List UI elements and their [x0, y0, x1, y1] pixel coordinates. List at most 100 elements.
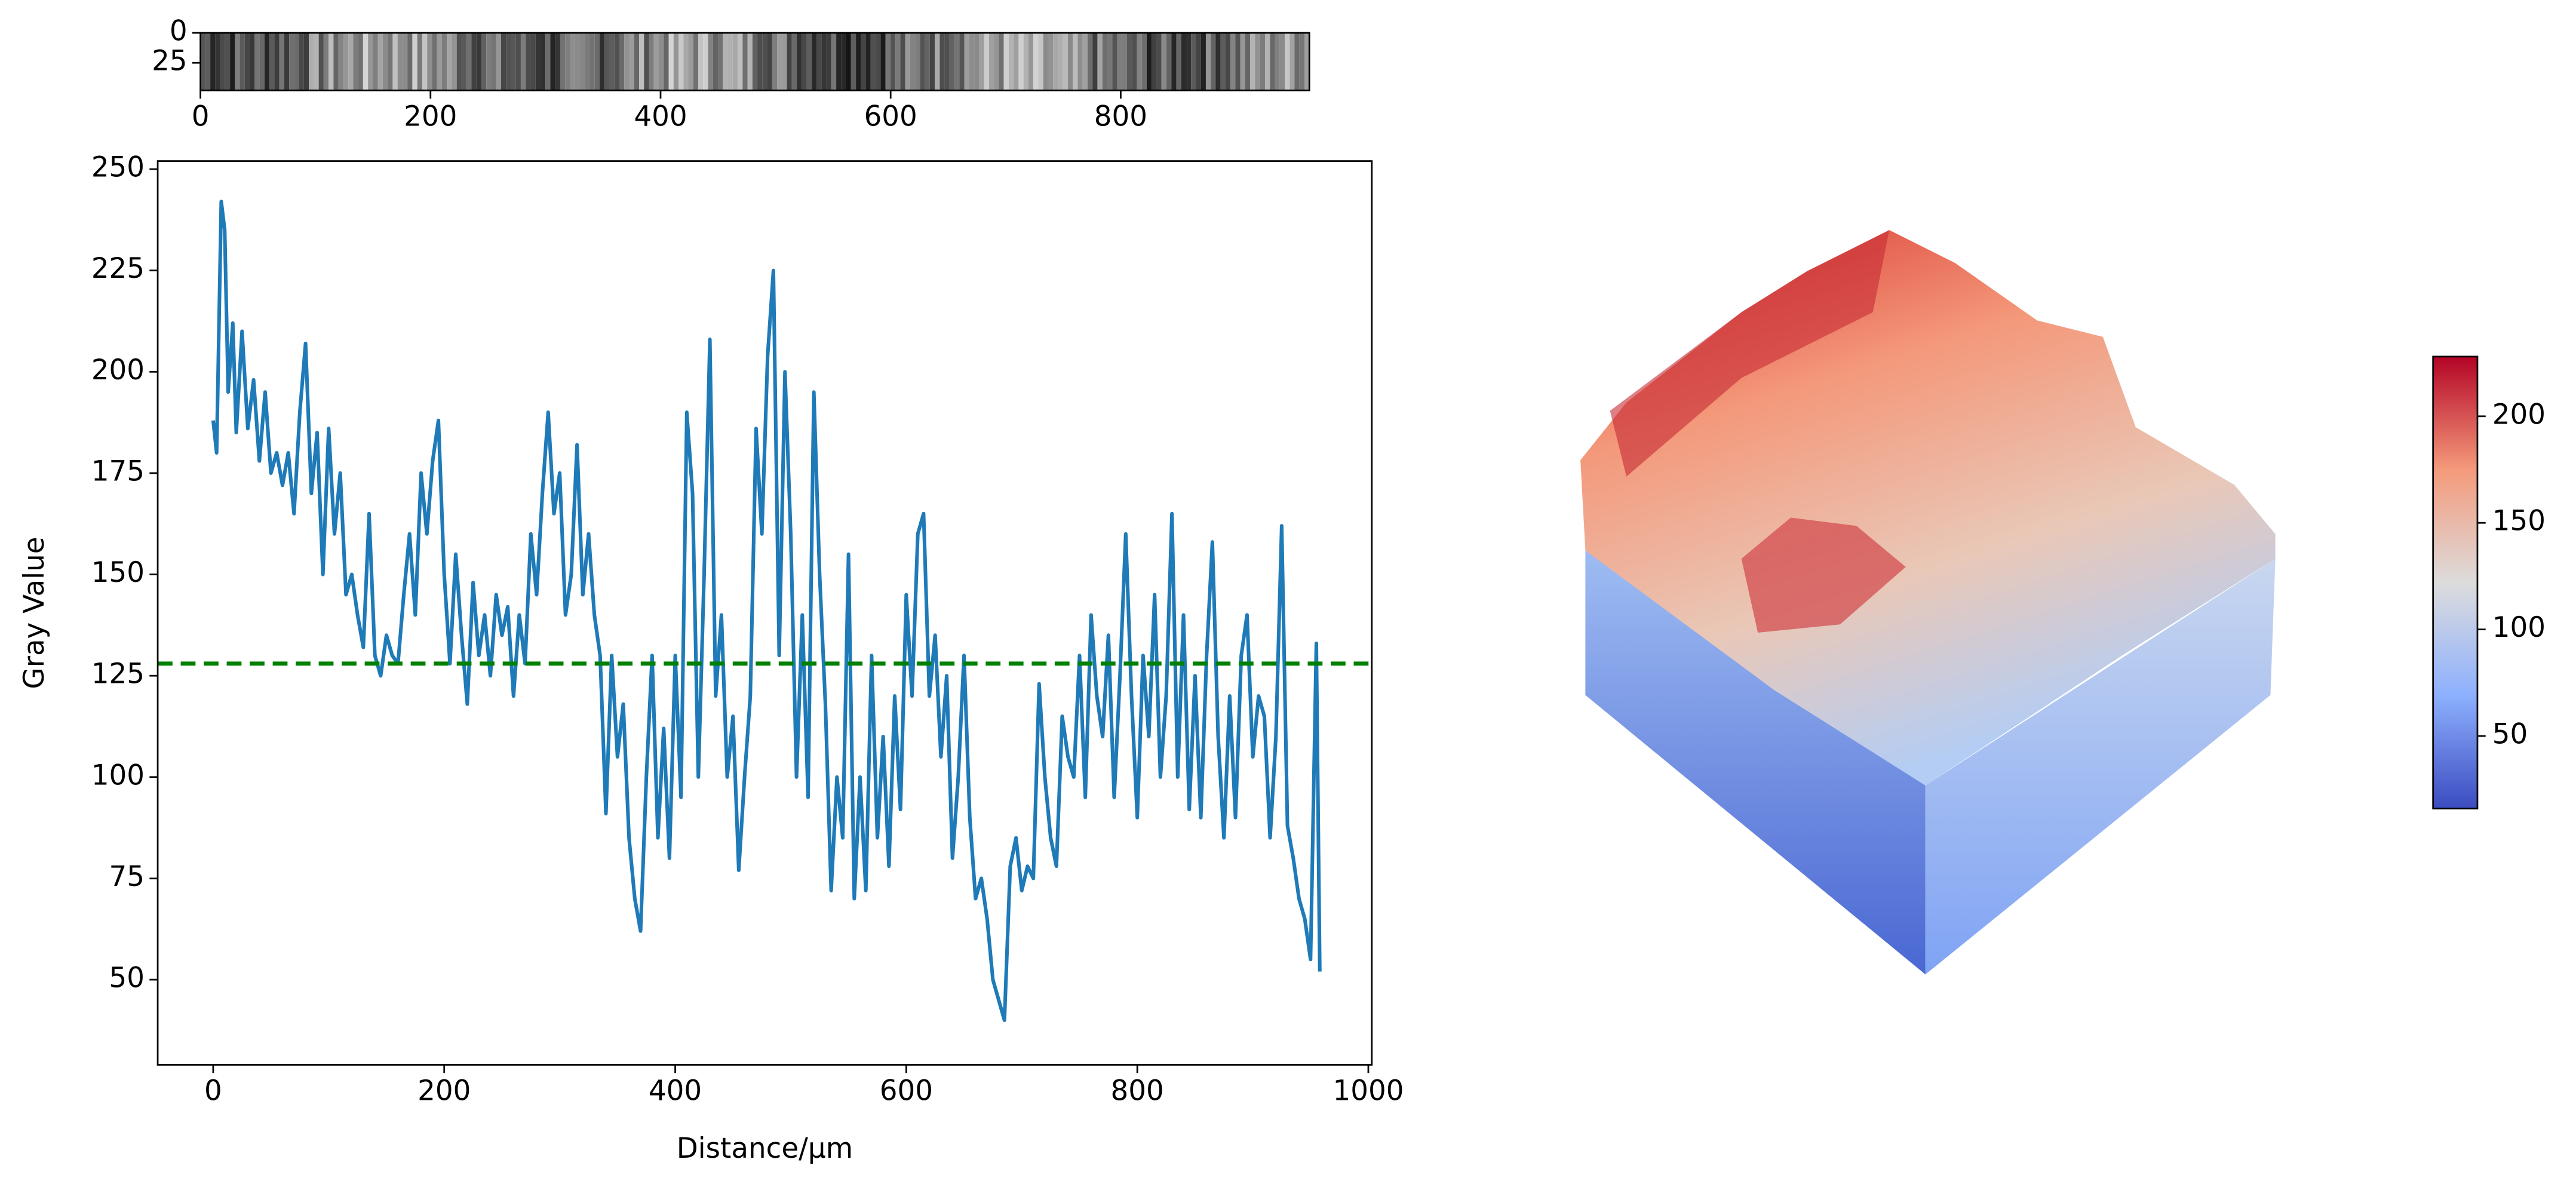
image-pixel [762, 33, 767, 91]
image-pixel [1067, 33, 1073, 91]
image-pixel [382, 33, 388, 91]
image-pixel [846, 33, 851, 91]
image-pixel [772, 33, 778, 91]
image-pixel [250, 33, 255, 91]
y-tick-label: 150 [91, 557, 145, 589]
image-pixel [309, 33, 314, 91]
image-pixel [225, 33, 231, 91]
image-pixel [205, 33, 211, 91]
image-pixel [895, 33, 901, 91]
image-pixel [797, 33, 802, 91]
image-frame [199, 32, 1310, 91]
image-pixel [988, 33, 994, 91]
image-pixel [1279, 33, 1285, 91]
image-pixel [343, 33, 349, 91]
image-pixel [1014, 33, 1019, 91]
image-pixel [1161, 33, 1166, 91]
image-pixel [358, 33, 363, 91]
image-pixel [511, 33, 516, 91]
surface-ridge [1741, 517, 1906, 633]
image-pixel [447, 33, 452, 91]
image-pixel [575, 33, 580, 91]
image-pixel [703, 33, 708, 91]
image-pixel [264, 33, 270, 91]
image-pixel [1152, 33, 1157, 91]
image-pixel [1230, 33, 1236, 91]
y-tick-label: 75 [109, 861, 145, 893]
image-pixel [353, 33, 358, 91]
plot-frame [156, 160, 1373, 1066]
image-pixel [1102, 33, 1107, 91]
image-pixel [821, 33, 827, 91]
image-pixel [787, 33, 792, 91]
image-pixel [215, 33, 220, 91]
image-pixel [979, 33, 984, 91]
image-pixel [240, 33, 245, 91]
image-pixel [294, 33, 299, 91]
image-pixel [826, 33, 831, 91]
image-pixel [506, 33, 511, 91]
image-pixel [328, 33, 334, 91]
image-pixel [397, 33, 403, 91]
x-tick-label: 600 [880, 1075, 933, 1108]
image-pixel [1294, 33, 1300, 91]
x-tick-label: 1000 [1332, 1075, 1404, 1108]
image-pixel [1087, 33, 1093, 91]
image-pixel [1240, 33, 1245, 91]
image-pixel [388, 33, 393, 91]
image-pixel [299, 33, 304, 91]
image-pixel [836, 33, 842, 91]
image-pixel [289, 33, 294, 91]
colorbar-tick-label: 200 [2492, 398, 2546, 431]
image-pixel [1048, 33, 1054, 91]
colorbar-tick-label: 100 [2492, 612, 2546, 644]
image-pixel [816, 33, 822, 91]
image-pixel [791, 33, 797, 91]
image-pixel [1117, 33, 1122, 91]
image-pixel [1023, 33, 1028, 91]
image-pixel [1077, 33, 1083, 91]
image-pixel [407, 33, 413, 91]
image-pixel [1008, 33, 1014, 91]
image-pixel [526, 33, 531, 91]
image-pixel [876, 33, 881, 91]
image-pixel [767, 33, 772, 91]
y-tick-label: 50 [109, 962, 145, 994]
y-tick-label: 100 [91, 759, 145, 792]
image-pixel [880, 33, 886, 91]
image-pixel [727, 33, 733, 91]
image-pixel [782, 33, 787, 91]
image-pixel [673, 33, 679, 91]
image-pixel [432, 33, 437, 91]
x-tick-label: 0 [192, 101, 210, 133]
y-tick-label: 200 [91, 354, 145, 387]
image-pixel [1211, 33, 1216, 91]
image-pixel [1275, 33, 1280, 91]
y-tick-label: 25 [152, 45, 187, 78]
image-pixel [629, 33, 634, 91]
image-pixel [594, 33, 600, 91]
image-pixel [738, 33, 743, 91]
image-pixel [373, 33, 378, 91]
image-pixel [1122, 33, 1127, 91]
image-pixel [1146, 33, 1152, 91]
image-pixel [915, 33, 920, 91]
image-pixel [994, 33, 999, 91]
image-pixel [851, 33, 856, 91]
image-pixel [476, 33, 481, 91]
image-pixel [747, 33, 753, 91]
image-pixel [664, 33, 669, 91]
image-pixel [1166, 33, 1172, 91]
image-pixel [1186, 33, 1192, 91]
image-pixel [1191, 33, 1196, 91]
image-pixel [461, 33, 467, 91]
image-pixel [259, 33, 265, 91]
image-pixel [589, 33, 595, 91]
image-pixel [1092, 33, 1098, 91]
image-pixel [1270, 33, 1275, 91]
image-pixel [708, 33, 713, 91]
image-pixel [856, 33, 861, 91]
image-pixel [885, 33, 891, 91]
image-pixel [900, 33, 905, 91]
